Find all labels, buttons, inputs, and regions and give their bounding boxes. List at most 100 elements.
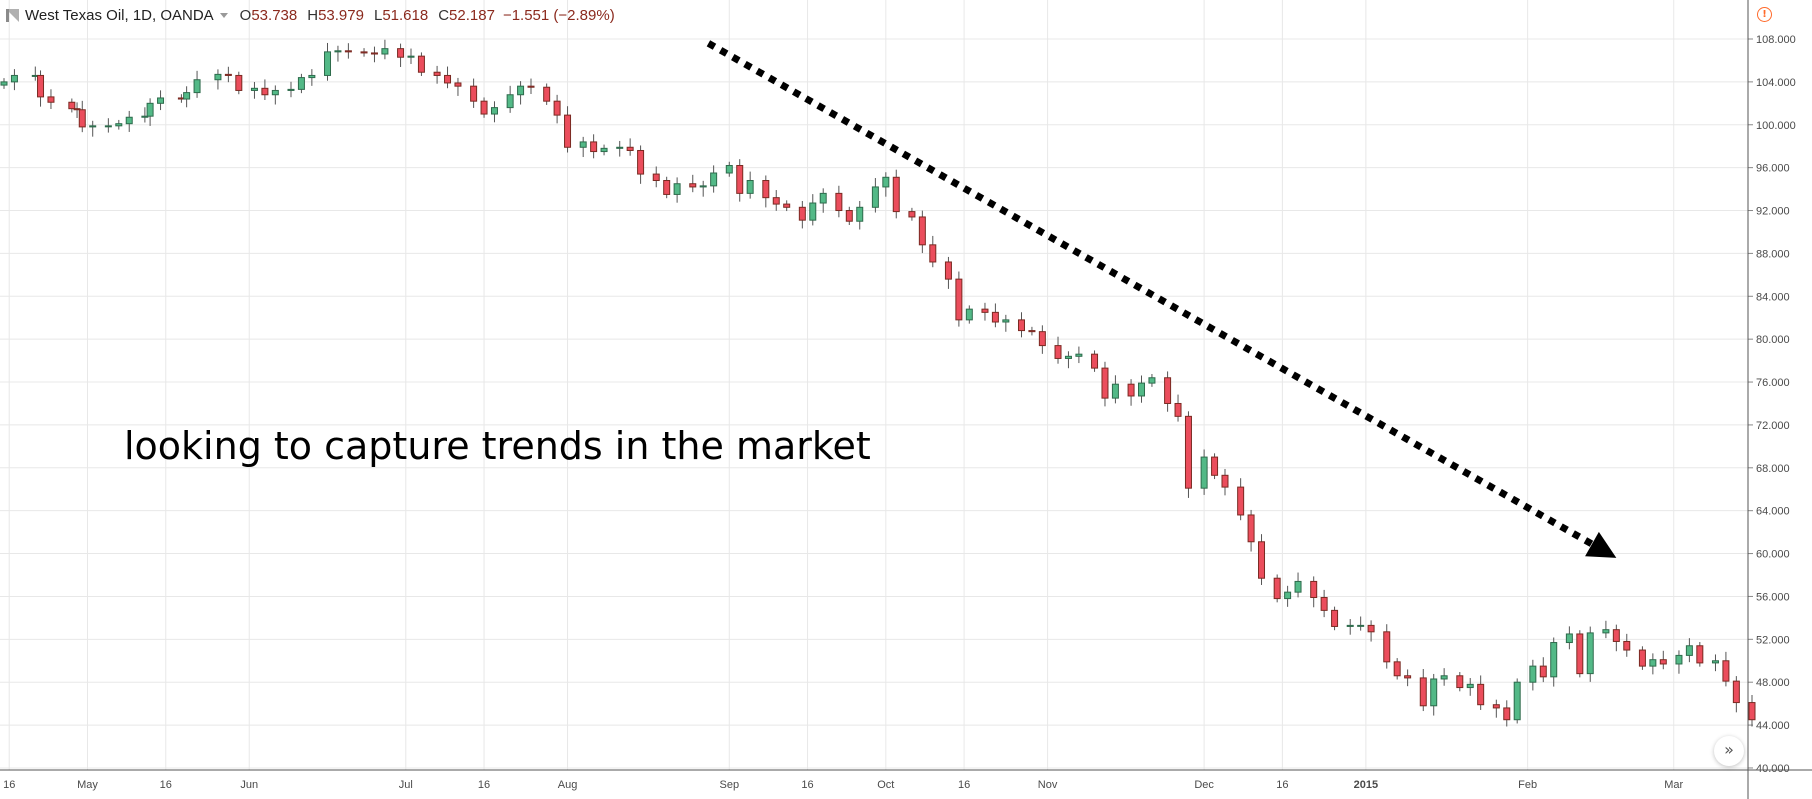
candle-body <box>1064 355 1072 359</box>
y-tick-label: 56.000 <box>1756 591 1790 603</box>
x-tick-label: 16 <box>958 779 970 791</box>
chart-legend-header: West Texas Oil, 1D, OANDA O 53.738 H 53.97… <box>6 5 615 25</box>
y-tick-label: 80.000 <box>1756 334 1790 346</box>
candle-body <box>261 87 269 96</box>
candle-body <box>214 73 222 81</box>
candle-body <box>1503 707 1511 721</box>
y-tick-label: 40.000 <box>1756 763 1790 775</box>
candle-body <box>882 176 890 188</box>
scroll-to-realtime-button[interactable]: » <box>1714 736 1744 766</box>
candle-body <box>1419 677 1427 707</box>
candle-body <box>224 73 232 76</box>
candle-body <box>370 52 378 55</box>
candle-body <box>1357 624 1365 627</box>
y-tick-label: 104.000 <box>1756 77 1796 89</box>
candle-body <box>360 51 368 54</box>
candle-body <box>397 48 405 58</box>
x-tick-label: Mar <box>1664 779 1683 791</box>
candle-body <box>344 50 352 53</box>
x-tick-label: 2015 <box>1354 779 1378 791</box>
candle-body <box>433 71 441 76</box>
candle-body <box>918 216 926 246</box>
candle-body <box>250 87 258 91</box>
candle-body <box>553 100 561 116</box>
candle-body <box>1111 383 1119 399</box>
candle-body <box>1367 624 1375 633</box>
y-tick-label: 52.000 <box>1756 634 1790 646</box>
candle-body <box>1393 661 1401 677</box>
y-tick-label: 76.000 <box>1756 377 1790 389</box>
x-tick-label: Feb <box>1518 779 1537 791</box>
candle-body <box>1237 486 1245 516</box>
close-key: C <box>438 6 450 24</box>
candle-body <box>183 92 191 100</box>
candle-body <box>955 278 963 321</box>
candle-body <box>490 107 498 115</box>
candle-body <box>1346 624 1354 627</box>
candle-body <box>1466 683 1474 689</box>
candle-body <box>543 86 551 102</box>
candle-body <box>1513 681 1521 721</box>
candle-body <box>892 176 900 213</box>
candle-body <box>1002 319 1010 323</box>
candle-body <box>1273 577 1281 600</box>
candle-body <box>1576 633 1584 675</box>
candle-body <box>454 82 462 87</box>
candle-body <box>1586 632 1594 675</box>
candle-body <box>819 192 827 204</box>
x-tick-label: 16 <box>3 779 15 791</box>
candle-body <box>1038 331 1046 347</box>
x-tick-label: Jul <box>399 779 413 791</box>
candle-body <box>1383 631 1391 663</box>
y-tick-label: 88.000 <box>1756 248 1790 260</box>
symbol-title[interactable]: West Texas Oil, 1D, OANDA <box>25 6 214 24</box>
candle-body <box>673 183 681 195</box>
candle-body <box>1091 353 1099 369</box>
candle-body <box>564 114 572 148</box>
candle-body <box>1659 659 1667 665</box>
candle-body <box>193 79 201 94</box>
x-tick-label: 16 <box>801 779 813 791</box>
candle-body <box>856 206 864 222</box>
candle-body <box>10 74 18 83</box>
candle-body <box>146 102 154 117</box>
y-tick-label: 96.000 <box>1756 163 1790 175</box>
candle-body <box>1602 629 1610 634</box>
candle-body <box>1258 541 1266 579</box>
candle-body <box>725 164 733 174</box>
x-tick-label: Jun <box>240 779 258 791</box>
candle-body <box>1685 645 1693 656</box>
candle-body <box>1331 609 1339 627</box>
candle-body <box>699 185 707 188</box>
candle-body <box>1284 591 1292 600</box>
candle-body <box>652 173 660 182</box>
tradingview-logo-icon <box>6 8 19 22</box>
x-tick-label: 16 <box>478 779 490 791</box>
y-tick-label: 84.000 <box>1756 291 1790 303</box>
candle-body <box>1711 660 1719 664</box>
y-tick-label: 108.000 <box>1756 34 1796 46</box>
x-tick-label: May <box>77 779 98 791</box>
warning-icon[interactable]: ! <box>1757 7 1772 22</box>
candle-body <box>271 89 279 96</box>
candle-body <box>37 74 45 98</box>
y-tick-label: 72.000 <box>1756 420 1790 432</box>
y-tick-label: 100.000 <box>1756 120 1796 132</box>
high-key: H <box>307 6 319 24</box>
candle-body <box>1017 319 1025 332</box>
candle-body <box>1565 633 1573 644</box>
x-tick-label: 16 <box>160 779 172 791</box>
candle-body <box>287 88 295 91</box>
candle-body <box>1211 456 1219 476</box>
candle-body <box>1529 665 1537 683</box>
chevron-down-icon[interactable] <box>219 12 228 18</box>
candle-body <box>1696 645 1704 664</box>
candle-body <box>73 108 81 111</box>
y-tick-label: 68.000 <box>1756 463 1790 475</box>
candle-body <box>871 186 879 208</box>
candle-body <box>1184 415 1192 489</box>
x-tick-label: 16 <box>1276 779 1288 791</box>
candle-body <box>1101 367 1109 399</box>
candle-body <box>746 180 754 194</box>
